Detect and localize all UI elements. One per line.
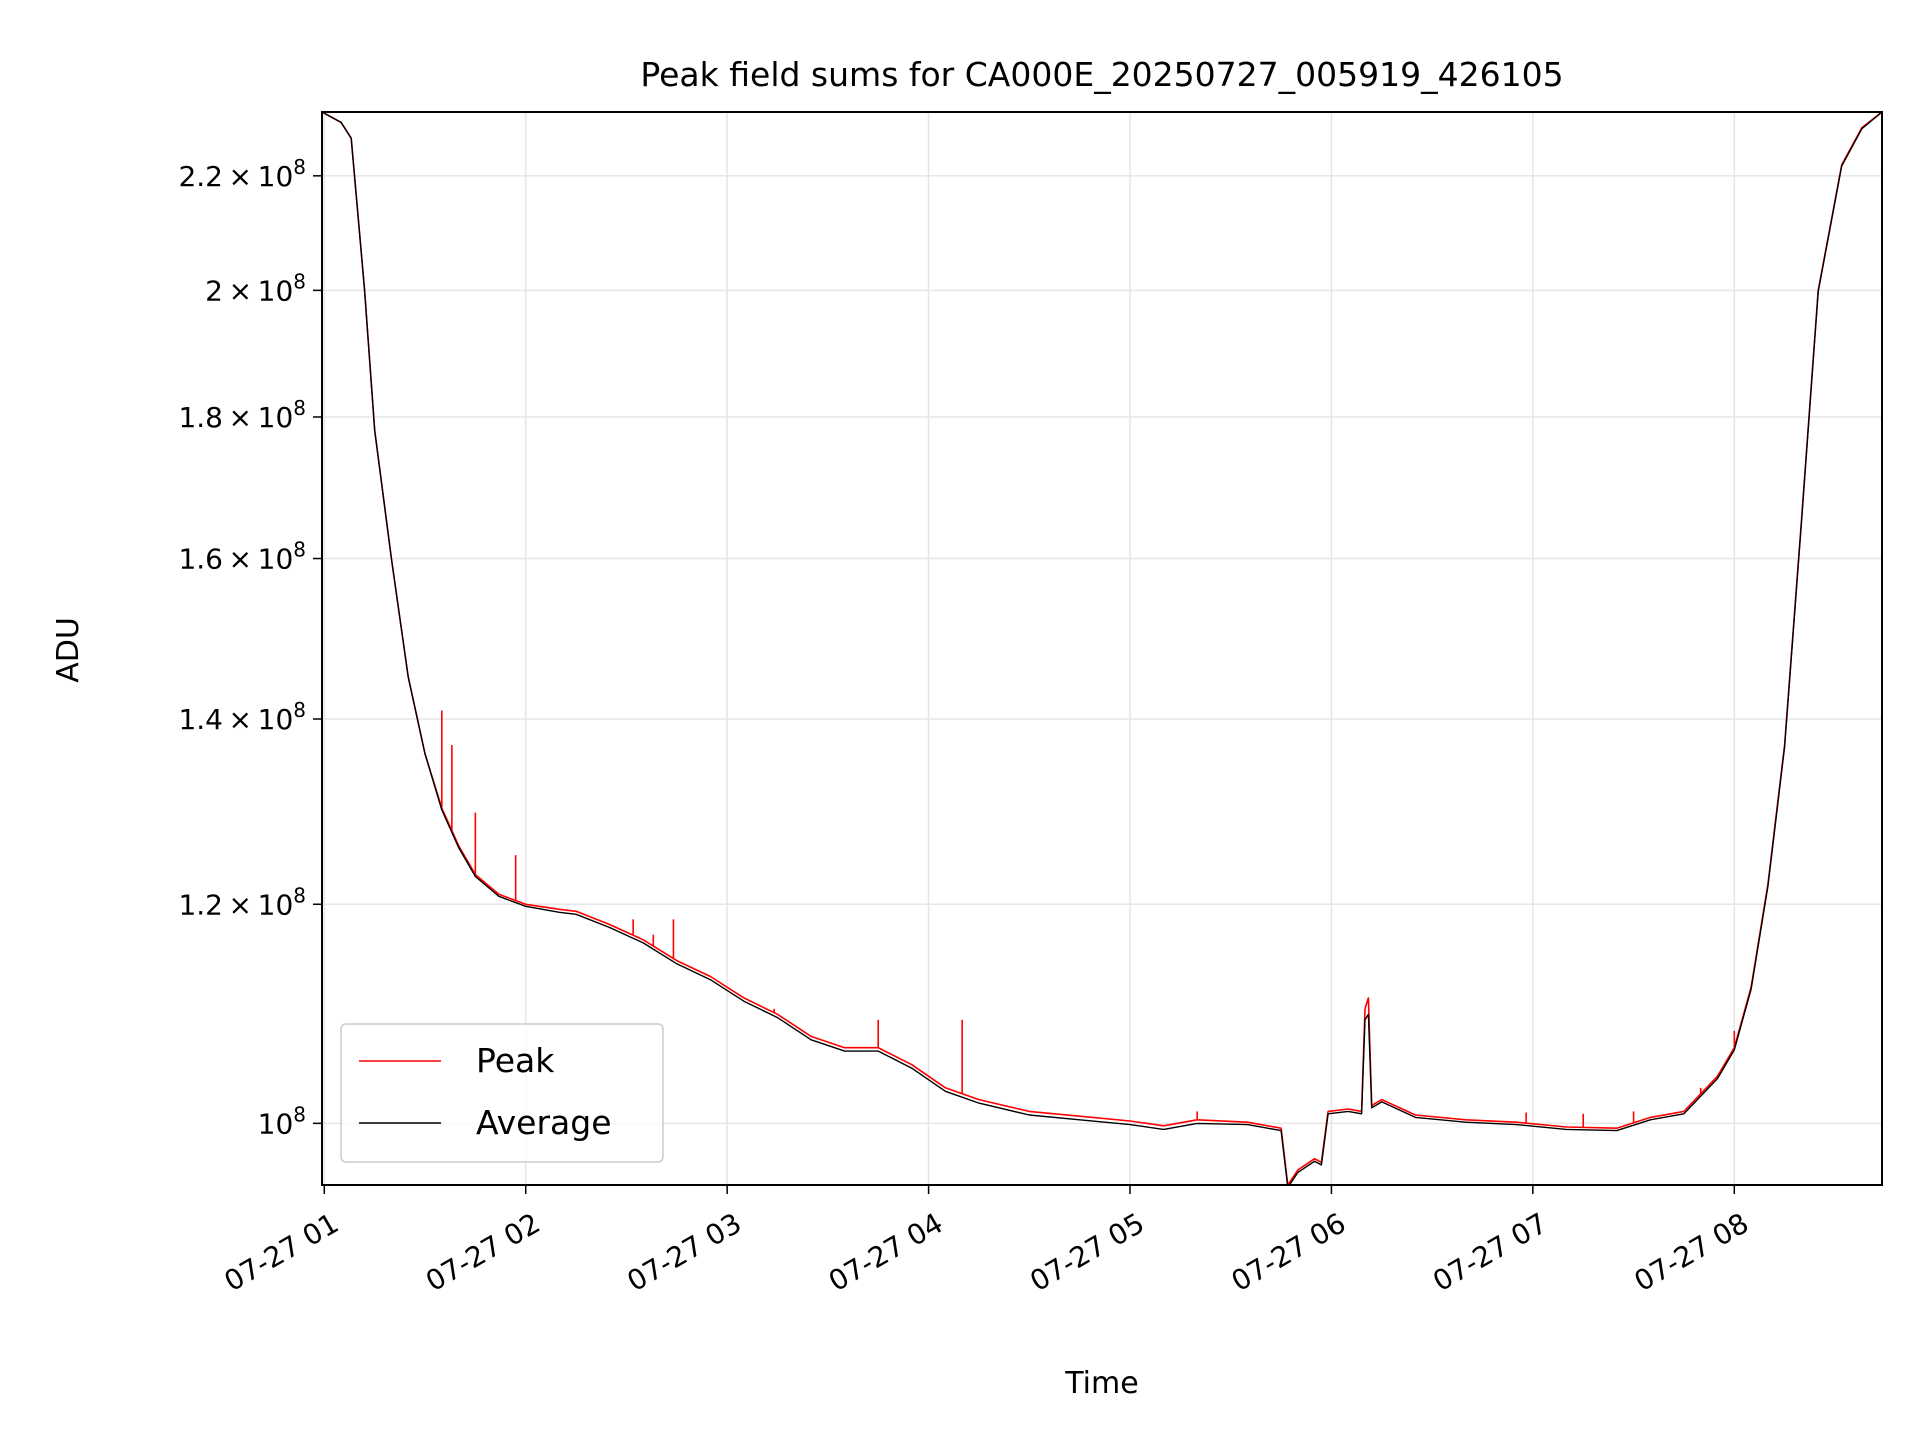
legend: Peak Average [340,1023,664,1163]
series-peak [322,112,1882,1185]
y-tick-label: 2.2 × 108 [178,155,306,193]
legend-box [340,1023,664,1163]
chart-title: Peak field sums for CA000E_20250727_0059… [640,55,1563,94]
series-line-average [322,112,1882,1185]
y-axis-label: ADU [51,617,86,683]
legend-label-average: Average [476,1103,612,1142]
y-tick-label: 1.2 × 108 [178,883,306,921]
legend-label-peak: Peak [476,1041,555,1080]
y-tick-label: 1.6 × 108 [178,538,306,576]
y-tick-label: 1.8 × 108 [178,396,306,434]
x-axis-label: Time [1064,1366,1138,1401]
series-line-peak [322,112,1882,1185]
plot-area [322,112,1882,1185]
y-tick-label: 2 × 108 [205,269,306,307]
series-average [322,112,1882,1185]
y-tick-label: 1.4 × 108 [178,698,306,736]
axes-frame [321,111,1883,1186]
y-tick-label: 108 [258,1102,306,1140]
y-axis: 108 1.2 × 108 1.4 × 108 1.6 × 108 1.8 × 108 2… [178,155,322,1140]
